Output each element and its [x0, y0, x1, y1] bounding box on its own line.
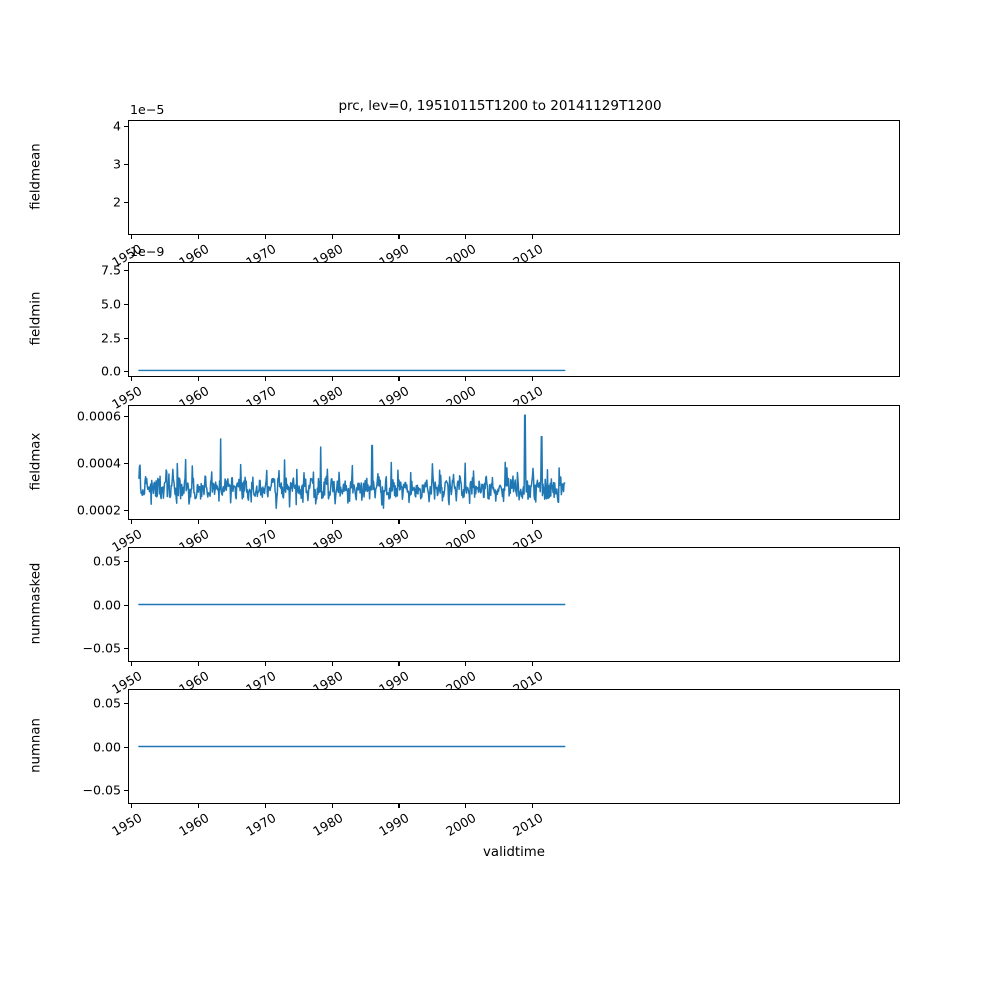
y-tick-mark [124, 270, 128, 272]
y-tick-label: 2.5 [100, 330, 121, 346]
x-tick-mark [131, 804, 133, 808]
x-tick-mark [331, 662, 333, 666]
y-axis-offset-text: 1e−5 [130, 102, 165, 117]
x-tick-mark [197, 235, 199, 239]
axes-fieldmax [128, 405, 900, 520]
x-tick-mark [465, 377, 467, 381]
y-tick-mark [124, 560, 128, 562]
axes-fieldmin [128, 262, 900, 377]
x-tick-mark [532, 804, 534, 808]
y-tick-label: 0.05 [92, 553, 121, 569]
data-line-fieldmax [138, 414, 566, 509]
y-axis-offset-text: 1e−9 [130, 244, 165, 259]
y-tick-mark [124, 337, 128, 339]
y-tick-label: 0.00 [92, 739, 121, 754]
axes-nummasked [128, 547, 900, 662]
y-tick-mark [124, 604, 128, 606]
y-tick-label: −0.05 [82, 782, 121, 798]
x-tick-mark [465, 235, 467, 239]
x-tick-mark [398, 377, 400, 381]
y-tick-mark [124, 371, 128, 373]
x-tick-mark [197, 662, 199, 666]
y-tick-mark [124, 648, 128, 650]
y-tick-mark [124, 201, 128, 203]
y-axis-label-numnan: numnan [28, 717, 44, 773]
x-tick-mark [131, 377, 133, 381]
x-tick-mark [398, 235, 400, 239]
x-tick-mark [532, 377, 534, 381]
y-tick-mark [124, 746, 128, 748]
x-tick-mark [131, 520, 133, 524]
x-tick-mark [197, 804, 199, 808]
x-tick-mark [264, 377, 266, 381]
axes-numnan [128, 689, 900, 804]
y-tick-mark [124, 702, 128, 704]
x-axis-label: validtime [483, 845, 545, 860]
x-tick-mark [197, 377, 199, 381]
y-tick-label: 7.5 [100, 262, 121, 278]
y-tick-mark [124, 125, 128, 127]
y-tick-mark [124, 415, 128, 417]
figure-title: prc, lev=0, 19510115T1200 to 20141129T12… [338, 98, 662, 114]
y-tick-mark [124, 510, 128, 512]
y-tick-mark [124, 303, 128, 305]
y-tick-mark [124, 790, 128, 792]
x-tick-mark [532, 235, 534, 239]
y-tick-mark [124, 462, 128, 464]
x-tick-mark [398, 662, 400, 666]
y-tick-label: −0.05 [82, 640, 121, 656]
y-tick-label: 0.05 [92, 695, 121, 711]
y-tick-mark [124, 163, 128, 165]
y-tick-label: 2 [112, 194, 121, 210]
x-tick-mark [465, 804, 467, 808]
x-tick-mark [532, 662, 534, 666]
x-tick-mark [264, 520, 266, 524]
x-tick-mark [131, 235, 133, 239]
y-tick-label: 5.0 [100, 296, 121, 312]
y-tick-label: 0.0002 [76, 502, 121, 518]
y-tick-label: 4 [112, 118, 121, 134]
x-tick-mark [197, 520, 199, 524]
x-tick-mark [264, 804, 266, 808]
x-tick-mark [131, 662, 133, 666]
x-tick-mark [264, 235, 266, 239]
x-tick-mark [465, 520, 467, 524]
x-tick-mark [398, 520, 400, 524]
axes-fieldmean [128, 120, 900, 277]
x-tick-mark [331, 520, 333, 524]
y-tick-label: 0.00 [92, 597, 121, 612]
y-tick-label: 0.0004 [76, 455, 121, 471]
x-tick-mark [398, 804, 400, 808]
x-tick-mark [331, 804, 333, 808]
x-tick-mark [465, 662, 467, 666]
y-tick-label: 0.0 [100, 363, 121, 379]
x-tick-mark [264, 662, 266, 666]
y-tick-label: 0.0006 [76, 408, 121, 424]
x-tick-mark [331, 377, 333, 381]
y-tick-label: 3 [112, 156, 121, 172]
x-tick-mark [331, 235, 333, 239]
x-tick-mark [532, 520, 534, 524]
